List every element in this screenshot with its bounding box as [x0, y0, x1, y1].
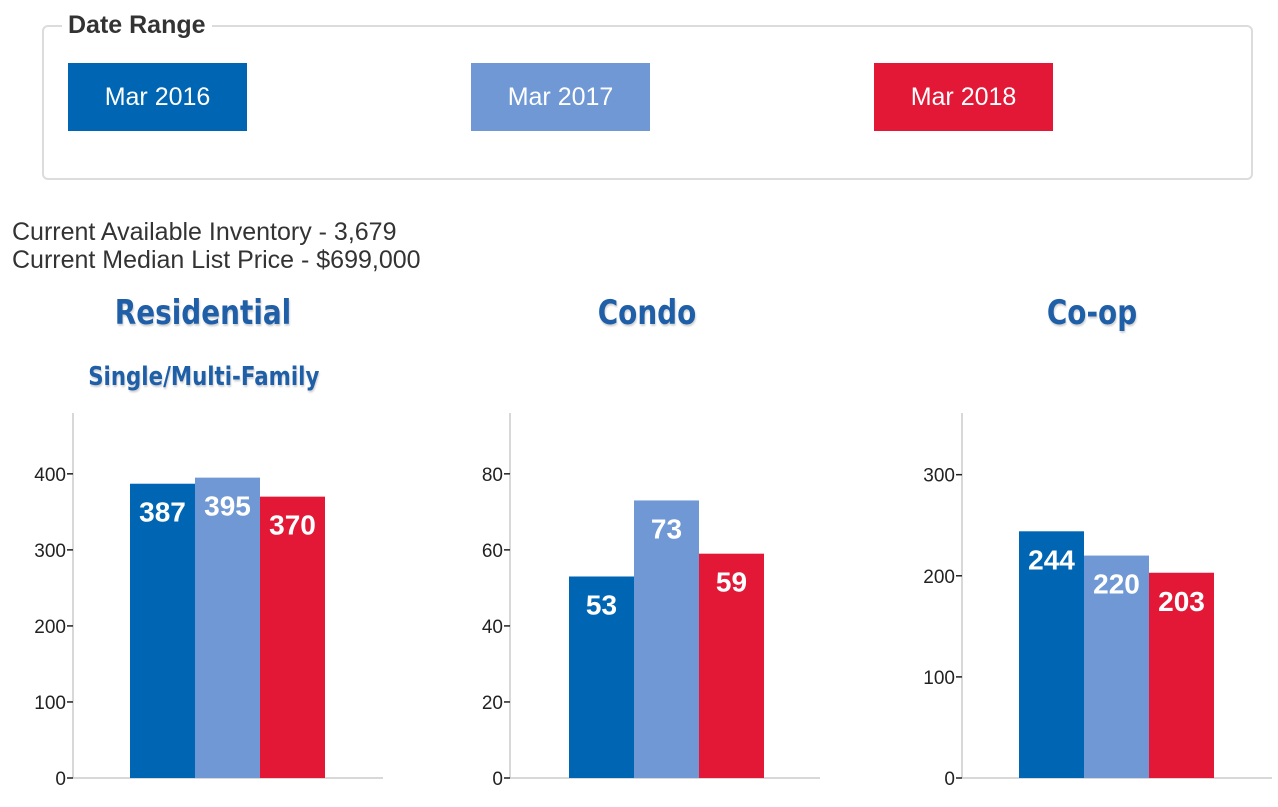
chart-residential: 0 100 200 300 400 387 395 370: [34, 413, 383, 790]
bar-residential-mar-2017: [195, 477, 260, 778]
bar-residential-mar-2018: [260, 496, 325, 778]
y-tick-label: 300: [923, 466, 955, 487]
chart-title-condo: Condo: [597, 293, 697, 333]
y-tick-label: 40: [482, 617, 503, 638]
y-tick-label: 0: [492, 769, 503, 790]
bar-value-label: 59: [716, 567, 747, 598]
chart-title-coop: Co-op: [1046, 293, 1138, 333]
bar-value-label: 220: [1093, 569, 1140, 600]
bar-value-label: 395: [204, 491, 251, 522]
y-tick-label: 0: [944, 769, 955, 790]
date-button-mar-2016[interactable]: Mar 2016: [68, 63, 247, 131]
bar-residential-mar-2016: [130, 483, 195, 778]
bar-value-label: 244: [1028, 544, 1075, 575]
y-tick-label: 200: [34, 617, 66, 638]
bar-value-label: 387: [139, 497, 186, 528]
date-button-mar-2018[interactable]: Mar 2018: [874, 63, 1053, 131]
bar-value-label: 370: [269, 510, 316, 541]
bar-condo-mar-2016: [569, 576, 634, 778]
y-tick-label: 80: [482, 465, 503, 486]
y-tick-label: 200: [923, 567, 955, 588]
date-range-title: Date Range: [62, 10, 212, 40]
inventory-text: Current Available Inventory - 3,679: [12, 218, 397, 246]
y-tick-label: 300: [34, 541, 66, 562]
chart-condo: 0 20 40 60 80 53 73 59: [482, 413, 820, 790]
y-tick-label: 0: [55, 769, 66, 790]
bar-value-label: 73: [651, 513, 682, 544]
y-tick-label: 20: [482, 693, 503, 714]
bar-coop-mar-2017: [1084, 555, 1149, 778]
bar-condo-mar-2018: [699, 553, 764, 778]
y-tick-label: 100: [34, 693, 66, 714]
bar-condo-mar-2017: [634, 500, 699, 778]
bar-value-label: 203: [1158, 586, 1205, 617]
y-tick-label: 60: [482, 541, 503, 562]
chart-coop: 0 100 200 300 244 220 203: [923, 413, 1272, 790]
y-tick-label: 100: [923, 668, 955, 689]
date-button-mar-2017[interactable]: Mar 2017: [471, 63, 650, 131]
chart-subtitle-residential: Single/Multi-Family: [88, 362, 320, 392]
bar-coop-mar-2016: [1019, 531, 1084, 778]
bar-coop-mar-2018: [1149, 572, 1214, 778]
y-tick-label: 400: [34, 465, 66, 486]
date-range-panel: [42, 25, 1253, 180]
summary-info: Current Available Inventory - 3,679 Curr…: [12, 218, 421, 274]
chart-title-residential: Residential: [114, 293, 292, 333]
bar-value-label: 53: [586, 589, 617, 620]
median-price-text: Current Median List Price - $699,000: [12, 246, 421, 274]
